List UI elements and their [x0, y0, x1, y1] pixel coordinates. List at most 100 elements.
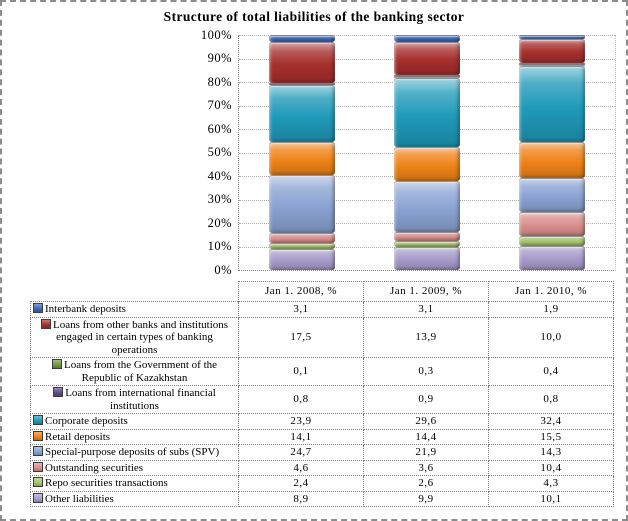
bar-segment: [519, 39, 586, 63]
legend-key-icon: [33, 477, 43, 487]
bar-segment: [268, 35, 335, 43]
legend-label: Interbank deposits: [45, 303, 126, 315]
bar-segment: [268, 141, 335, 175]
value-cell: 13,9: [363, 316, 489, 358]
y-axis-tick-label: 50%: [207, 145, 232, 159]
stacked-bar: [268, 35, 335, 270]
legend-key-icon: [51, 359, 62, 369]
value-cell: 10,4: [488, 459, 614, 476]
table-corner-cell: [31, 282, 239, 302]
legend-label: Special-purpose deposits of subs (SPV): [45, 446, 220, 458]
table-header-row: Jan 1. 2008, % Jan 1. 2009, % Jan 1. 2010,…: [31, 281, 614, 302]
legend-label: Outstanding securities: [45, 461, 144, 474]
legend-key-icon: [40, 318, 51, 329]
y-axis-tick-label: 40%: [207, 168, 232, 183]
bar-segment: [394, 75, 460, 78]
bar-segment: [519, 246, 586, 270]
legend-label: Loans from the Government of the Republi…: [63, 359, 218, 384]
value-cell: 14,1: [238, 428, 364, 445]
legend-label-cell: Corporate deposits: [30, 413, 239, 430]
value-cell: 3,1: [238, 301, 364, 318]
value-cell: 3,6: [363, 459, 489, 476]
value-cell: 2,4: [238, 475, 364, 492]
y-axis-tick-label: 0%: [214, 262, 232, 277]
y-axis-tick-label: 10%: [207, 239, 232, 253]
bar-segment: [394, 35, 460, 43]
legend-key-icon: [33, 430, 43, 441]
table-row: Retail deposits 14,1 14,4 15,5: [30, 428, 614, 445]
y-axis-tick-label: 90%: [207, 51, 232, 65]
table-row: Repo securities transactions 2,4 2,6 4,3: [30, 475, 614, 492]
value-cell: 0,8: [238, 385, 364, 414]
y-axis-tick-label: 30%: [207, 192, 232, 206]
y-axis-tick-label: 100%: [200, 27, 232, 42]
value-cell: 23,9: [238, 413, 364, 430]
legend-key-icon: [33, 446, 43, 456]
column-header: Jan 1. 2009, %: [363, 281, 489, 302]
legend-label: Retail deposits: [45, 430, 111, 443]
legend-label-cell: Outstanding securities: [30, 459, 239, 476]
bar-segment: [519, 62, 586, 64]
chart-title: Structure of total liabilities of the ba…: [163, 9, 465, 24]
legend-key-icon: [33, 303, 43, 313]
value-cell: 0,4: [488, 357, 614, 386]
legend-label-cell: Loans from the Government of the Republi…: [30, 357, 239, 386]
bar-segment: [519, 65, 586, 142]
column-header: Jan 1. 2010, %: [488, 281, 614, 302]
bar-segment: [394, 180, 460, 233]
table-row: Loans from the Government of the Republi…: [30, 357, 614, 386]
value-cell: 14,3: [488, 444, 614, 461]
legend-key-icon: [53, 387, 64, 397]
y-axis-tick-label: 80%: [207, 74, 232, 89]
legend-label-cell: Interbank deposits: [30, 301, 239, 318]
value-cell: 8,9: [238, 490, 364, 507]
table-row: Corporate deposits 23,9 29,6 32,4: [30, 413, 614, 430]
table-row: Loans from other banks and institutions …: [30, 316, 614, 358]
column-header: Jan 1. 2008, %: [238, 281, 364, 302]
value-cell: 10,1: [488, 490, 614, 507]
value-cell: 24,7: [238, 444, 364, 461]
value-cell: 0,9: [363, 385, 489, 414]
value-cell: 2,6: [363, 475, 489, 492]
table-row: Interbank deposits 3,1 3,1 1,9: [30, 301, 614, 318]
bar-segment: [268, 85, 335, 142]
value-cell: 4,3: [488, 475, 614, 492]
value-cell: 29,6: [363, 413, 489, 430]
bar-segment: [268, 42, 335, 84]
table-row: Other liabilities 8,9 9,9 10,1: [30, 490, 614, 507]
legend-key-icon: [33, 461, 43, 472]
plot-area: [238, 35, 616, 271]
value-cell: 14,4: [363, 428, 489, 445]
bar-segment: [394, 147, 460, 181]
value-cell: 0,3: [363, 357, 489, 386]
legend-label: Corporate deposits: [45, 415, 128, 427]
value-cell: 15,5: [488, 428, 614, 445]
value-cell: 1,9: [488, 301, 614, 318]
table-row: Loans from international financial insti…: [30, 385, 614, 414]
bar-segment: [268, 232, 335, 244]
bar-segment: [394, 240, 460, 247]
legend-label-cell: Retail deposits: [30, 428, 239, 445]
value-cell: 32,4: [488, 413, 614, 430]
legend-label: Repo securities transactions: [45, 477, 168, 489]
bar-segment: [519, 211, 586, 237]
bar-segment: [268, 174, 335, 233]
value-cell: 17,5: [238, 316, 364, 358]
value-cell: 10,0: [488, 316, 614, 358]
legend-label-cell: Loans from other banks and institutions …: [30, 316, 239, 358]
data-table: Jan 1. 2008, % Jan 1. 2009, % Jan 1. 2010,…: [30, 281, 614, 507]
legend-key-icon: [33, 492, 43, 503]
legend-label: Other liabilities: [45, 492, 114, 505]
y-axis-tick-label: 20%: [207, 215, 232, 230]
bar-segment: [519, 236, 586, 247]
legend-label-cell: Other liabilities: [30, 490, 239, 507]
legend-label: Loans from international financial insti…: [65, 387, 216, 412]
bar-segment: [394, 232, 460, 241]
bar-segment: [394, 246, 460, 270]
bar-segment: [519, 178, 586, 212]
bar-segment: [519, 63, 586, 66]
legend-label-cell: Special-purpose deposits of subs (SPV): [30, 444, 239, 461]
y-axis-tick-label: 70%: [207, 98, 232, 112]
value-cell: 21,9: [363, 444, 489, 461]
